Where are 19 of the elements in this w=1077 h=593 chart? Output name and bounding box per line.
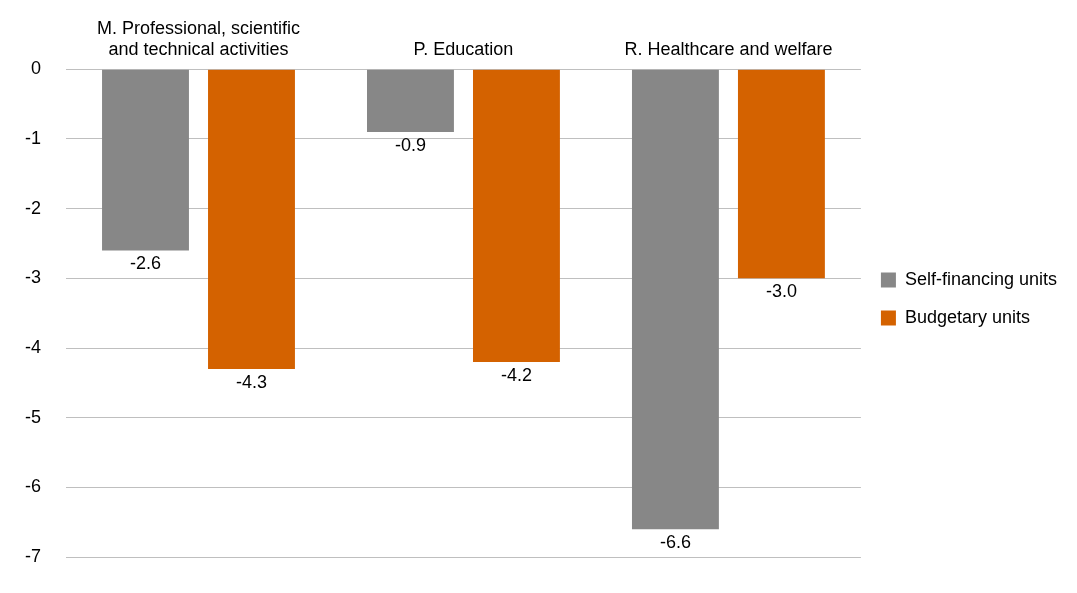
legend-label: Self-financing units xyxy=(904,268,1058,289)
y-tick-label: -6 xyxy=(24,476,41,497)
x-tick-label: R. Healthcare and welfare xyxy=(624,39,833,60)
y-tick-label: -1 xyxy=(24,127,41,148)
data-label: -6.6 xyxy=(659,532,691,553)
y-tick-label: -3 xyxy=(24,267,41,288)
data-label: -3.0 xyxy=(765,281,797,302)
x-tick-label: P. Education xyxy=(413,39,514,60)
x-tick-label: M. Professional, scientific and technical activities xyxy=(96,17,301,60)
y-tick-label: 0 xyxy=(30,58,41,79)
data-label: -4.2 xyxy=(500,364,532,385)
data-label: -4.3 xyxy=(235,371,267,392)
data-label: -2.6 xyxy=(129,253,162,274)
y-tick-label: -4 xyxy=(24,337,41,358)
y-tick-label: -2 xyxy=(24,197,41,218)
y-tick-label: -5 xyxy=(24,406,41,427)
legend-label: Budgetary units xyxy=(904,306,1030,327)
data-label: -0.9 xyxy=(394,134,426,155)
y-tick-label: -7 xyxy=(24,546,41,567)
